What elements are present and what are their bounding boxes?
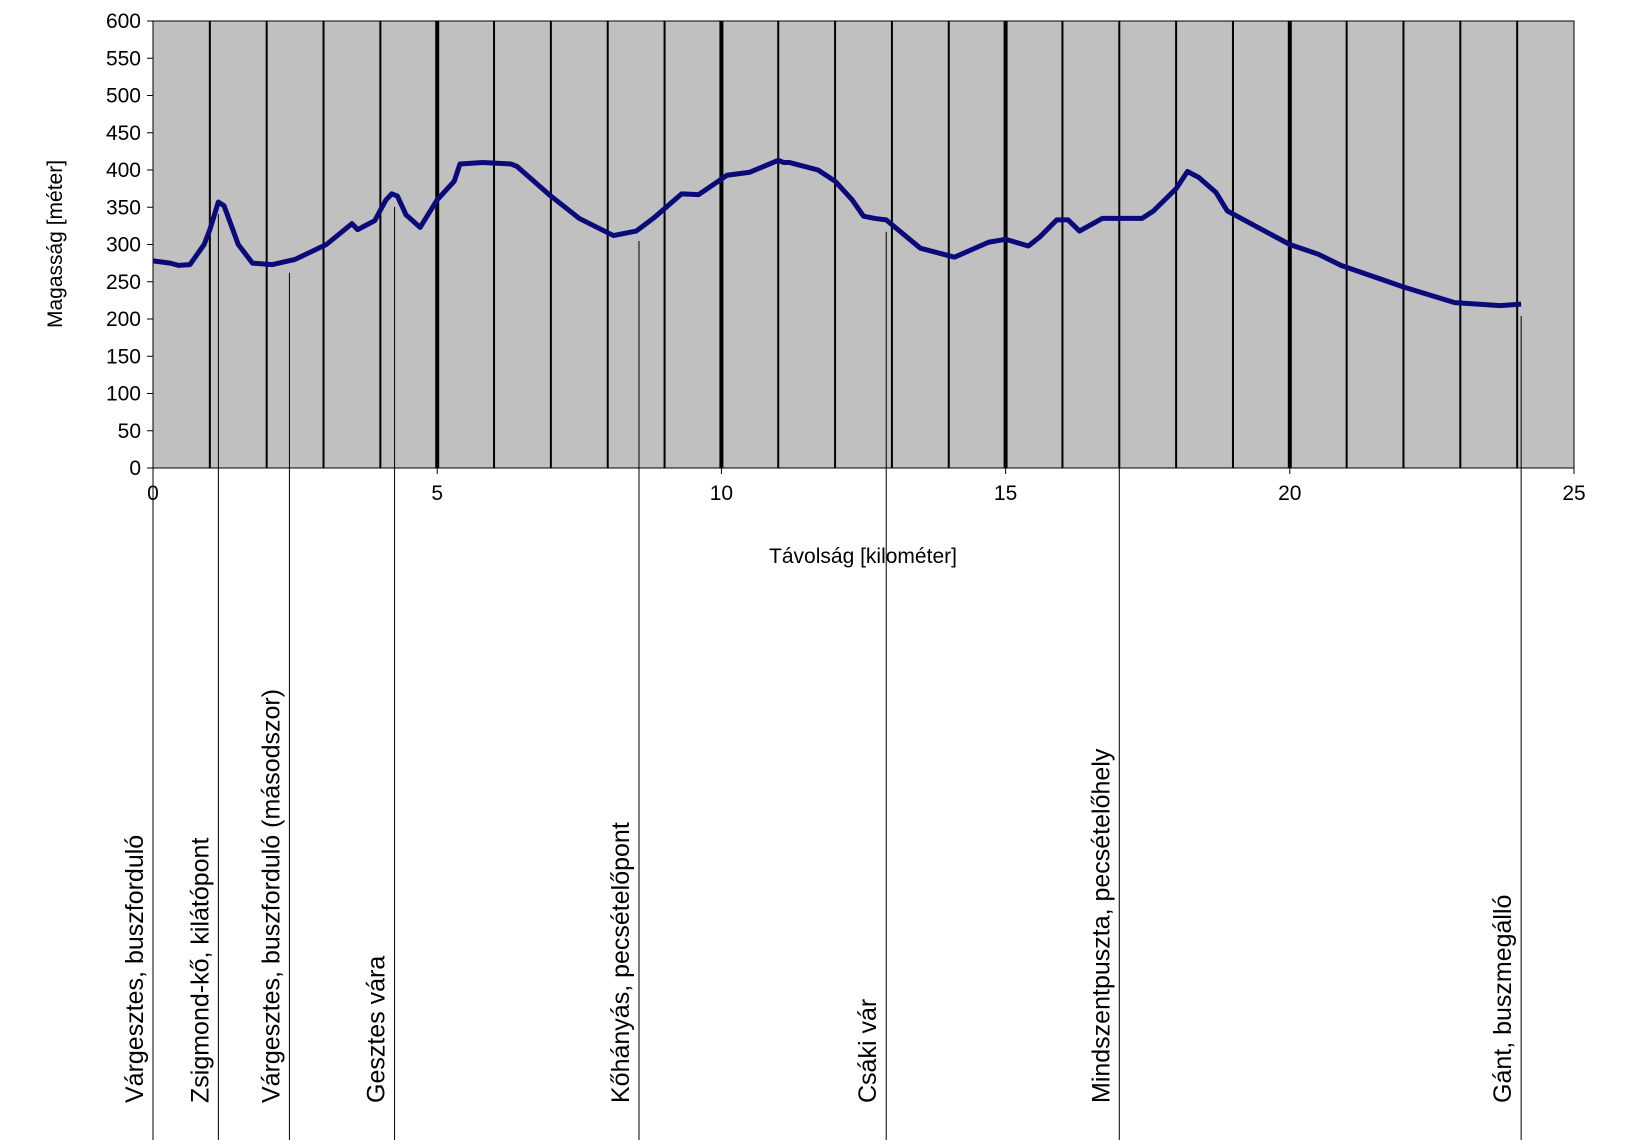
- y-tick-label: 600: [106, 10, 141, 33]
- x-tick-label: 5: [431, 482, 443, 505]
- y-tick-label: 300: [106, 234, 141, 257]
- x-tick-label: 20: [1278, 482, 1301, 505]
- plot-area: [152, 20, 1575, 469]
- x-axis-label: Távolság [kilométer]: [769, 545, 957, 568]
- x-tick-label: 25: [1562, 482, 1585, 505]
- annotation-label: Zsigmond-kő, kilátópont: [186, 838, 214, 1103]
- y-tick-label: 200: [106, 308, 141, 331]
- y-tick-label: 550: [106, 47, 141, 70]
- annotation-label: Várgesztes, buszforduló (másodszor): [257, 689, 285, 1103]
- annotation-label: Gesztes vára: [363, 956, 391, 1103]
- y-tick-label: 450: [106, 122, 141, 145]
- y-tick-label: 400: [106, 159, 141, 182]
- annotation-label: Gánt, buszmegálló: [1489, 895, 1517, 1103]
- y-tick-label: 50: [118, 420, 141, 443]
- y-tick-label: 0: [129, 457, 141, 480]
- annotation-label: Kőhányás, pecsételőpont: [607, 822, 635, 1103]
- x-tick-label: 10: [710, 482, 733, 505]
- annotation-label: Csáki vár: [854, 999, 882, 1103]
- y-tick-label: 150: [106, 345, 141, 368]
- x-tick-label: 15: [994, 482, 1017, 505]
- annotation-label: Várgesztes, buszforduló: [121, 835, 149, 1103]
- y-tick-label: 500: [106, 85, 141, 108]
- line: [152, 157, 1522, 309]
- y-axis-label: Magasság [méter]: [44, 160, 67, 328]
- annotation-label: Mindszentpuszta, pecsételőhely: [1087, 748, 1115, 1103]
- y-tick-label: 100: [106, 383, 141, 406]
- y-tick-label: 250: [106, 271, 141, 294]
- y-tick-label: 350: [106, 196, 141, 219]
